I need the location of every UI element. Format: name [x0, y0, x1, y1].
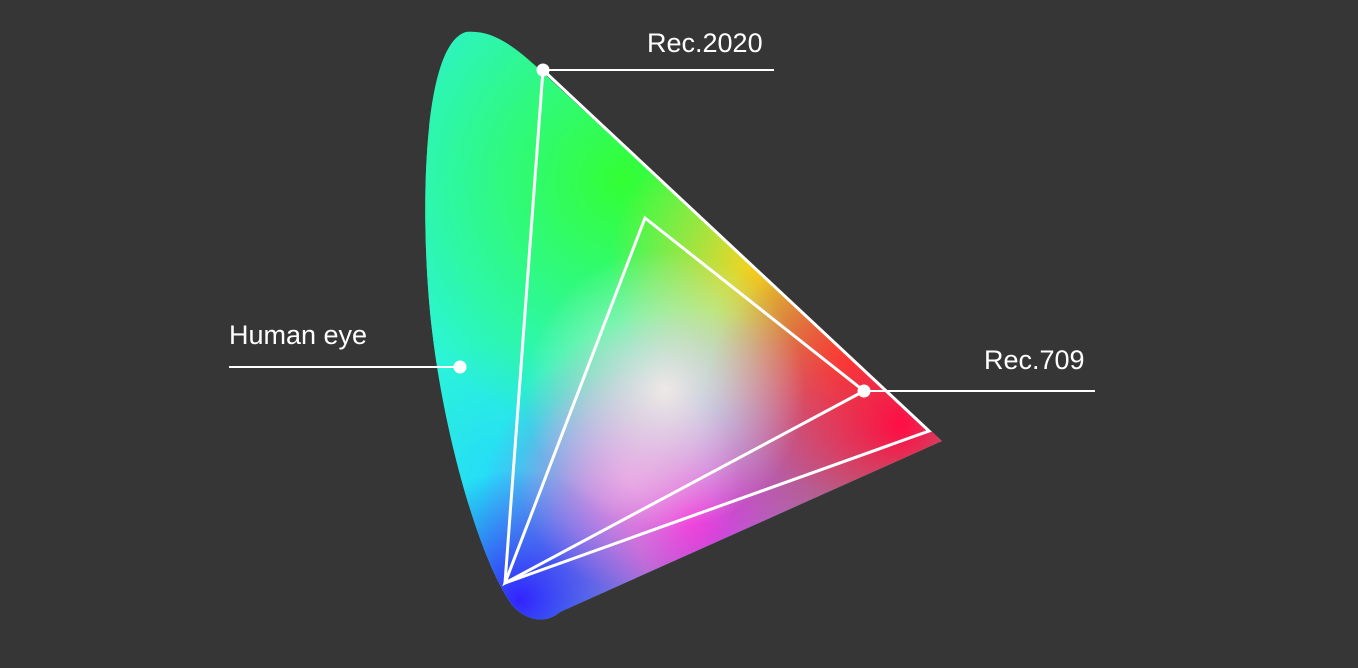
- rec2020-marker-dot: [536, 63, 550, 77]
- rec2020-gamut-triangle: [503, 66, 932, 586]
- rec709-label: Rec.709: [984, 345, 1085, 375]
- rec709-marker-dot: [857, 384, 871, 398]
- rec2020-label: Rec.2020: [647, 28, 763, 58]
- human-eye-label: Human eye: [229, 320, 368, 350]
- rec709-gamut-triangle: [502, 215, 867, 587]
- spectral-locus-fill: [425, 31, 942, 620]
- human-eye-marker-dot: [453, 360, 467, 374]
